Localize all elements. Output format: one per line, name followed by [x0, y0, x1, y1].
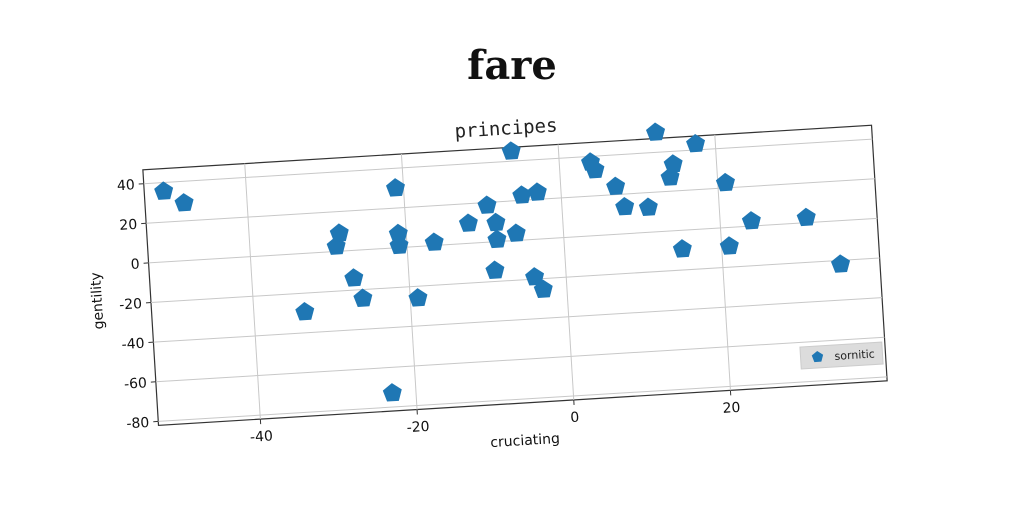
x-tick-label: -20 — [406, 419, 430, 436]
x-gridline — [244, 163, 261, 420]
data-point — [672, 239, 692, 258]
data-point — [486, 212, 506, 232]
data-point — [506, 223, 526, 242]
x-tick-label: 0 — [570, 410, 580, 427]
x-gridline — [714, 134, 731, 391]
data-point — [424, 232, 444, 251]
data-point — [645, 122, 666, 141]
data-point — [485, 260, 505, 279]
data-point — [382, 383, 402, 402]
data-point — [796, 207, 816, 227]
legend: sornitic — [799, 341, 884, 370]
data-point — [715, 172, 735, 192]
data-point — [388, 223, 408, 243]
y-axis-label: gentility — [88, 272, 107, 330]
data-point — [525, 267, 545, 286]
y-tick-label: -80 — [126, 415, 150, 432]
data-point — [385, 178, 405, 197]
data-point — [719, 236, 739, 255]
data-point — [344, 268, 364, 287]
data-point — [606, 176, 626, 196]
data-point — [389, 235, 409, 255]
x-gridline — [400, 153, 418, 410]
data-point — [458, 213, 478, 232]
data-point — [830, 254, 851, 273]
chart-title: principes — [454, 114, 558, 142]
data-point — [329, 223, 349, 242]
legend-marker — [811, 350, 824, 363]
y-tick-label: 0 — [130, 256, 140, 273]
data-point — [174, 193, 194, 212]
y-tick-label: 20 — [119, 217, 138, 234]
x-gridline — [557, 144, 575, 400]
plot-area — [142, 124, 888, 426]
data-point — [154, 181, 174, 200]
data-point — [487, 229, 507, 249]
y-tick-label: -60 — [124, 375, 148, 392]
axis-ticks: -40 -20 0 20 40 20 0 -20 -40 -60 -80 — [117, 177, 741, 446]
data-point — [663, 154, 683, 173]
y-tick-label: -40 — [121, 336, 145, 353]
data-point — [295, 302, 315, 321]
legend-box — [799, 341, 884, 370]
y-gridline — [158, 376, 887, 422]
data-point — [501, 141, 521, 160]
data-point — [533, 279, 553, 298]
y-gridline — [155, 336, 885, 383]
data-point — [741, 211, 761, 230]
data-points — [154, 122, 851, 402]
data-point — [512, 185, 532, 204]
y-gridline — [146, 178, 875, 224]
y-gridline — [153, 297, 883, 343]
data-point — [686, 133, 706, 153]
data-point — [585, 160, 605, 179]
legend-label: sornitic — [834, 348, 875, 363]
x-tick-label: 20 — [722, 400, 741, 417]
figure-title: fare — [467, 42, 557, 89]
data-point — [638, 197, 658, 216]
y-gridline — [150, 257, 880, 304]
data-point — [408, 288, 428, 307]
y-gridline — [143, 138, 873, 185]
data-point — [527, 182, 547, 201]
data-point — [477, 195, 497, 214]
data-point — [353, 288, 373, 307]
data-point — [615, 196, 635, 216]
x-axis-label: cruciating — [490, 431, 560, 451]
x-tick-label: -40 — [250, 428, 274, 445]
y-tick-label: -20 — [119, 296, 143, 313]
y-tick-label: 40 — [117, 177, 136, 194]
